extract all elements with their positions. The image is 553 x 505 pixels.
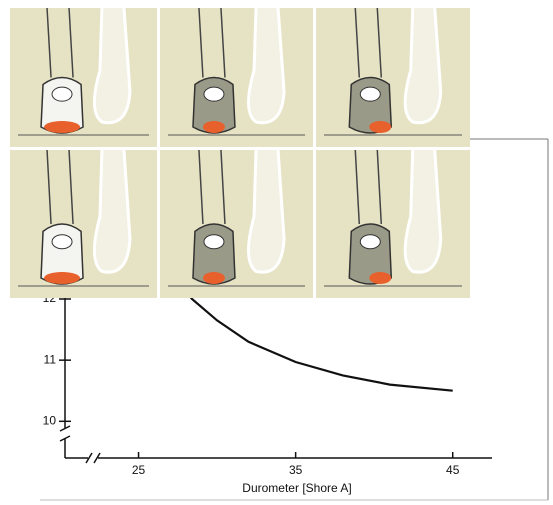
- x-tick-label: 25: [132, 463, 146, 477]
- panel: [316, 7, 470, 147]
- panel-bg: [316, 150, 470, 298]
- impact-zone: [202, 121, 225, 133]
- leg: [198, 7, 226, 78]
- panel: [160, 7, 313, 147]
- leg: [46, 7, 74, 78]
- x-axis-break: [85, 452, 101, 464]
- panel-bg: [160, 8, 313, 147]
- shoe-heel: [203, 86, 225, 102]
- y-tick-label: 10: [43, 413, 57, 427]
- ghost-foot: [247, 149, 286, 274]
- ghost-foot: [92, 149, 132, 274]
- y-axis-break: [59, 425, 71, 442]
- impact-zone: [202, 272, 225, 284]
- x-axis-label: Durometer [Shore A]: [242, 481, 351, 495]
- leg: [46, 149, 74, 225]
- panel: [160, 149, 313, 298]
- impact-zone: [369, 272, 392, 284]
- leg: [354, 149, 383, 225]
- illustration: [10, 7, 470, 298]
- shoe-heel: [51, 234, 73, 250]
- panel-bg: [316, 8, 470, 147]
- impact-zone: [44, 272, 81, 284]
- data-line: [176, 280, 453, 392]
- ghost-foot: [92, 7, 132, 125]
- ghost-foot: [403, 7, 443, 125]
- panel: [10, 149, 157, 298]
- panel-bg: [160, 150, 313, 298]
- shoe-heel: [359, 234, 381, 250]
- leg: [354, 7, 383, 78]
- ghost-foot: [247, 7, 286, 125]
- x-tick-label: 35: [289, 463, 303, 477]
- y-tick-label: 11: [44, 352, 57, 366]
- x-tick-label: 45: [446, 463, 460, 477]
- shoe-heel: [359, 86, 381, 102]
- impact-zone: [369, 121, 392, 133]
- shoe-heel: [203, 234, 225, 250]
- leg: [198, 149, 226, 225]
- panel: [316, 149, 470, 298]
- shoe: [192, 223, 236, 285]
- ghost-foot: [403, 149, 443, 274]
- shoe-heel: [51, 86, 73, 102]
- impact-zone: [44, 121, 81, 133]
- panel: [10, 7, 157, 147]
- shoe: [192, 76, 236, 134]
